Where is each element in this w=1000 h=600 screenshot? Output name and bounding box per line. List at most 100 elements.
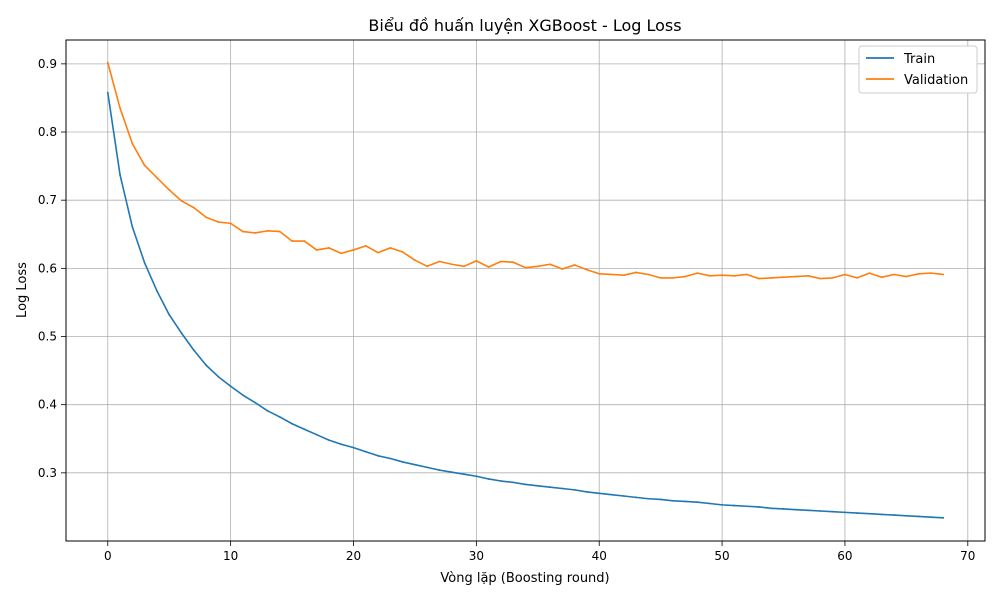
data-point-train — [794, 508, 797, 511]
data-point-train — [463, 473, 465, 476]
data-point-validation — [844, 273, 846, 276]
data-point-train — [561, 487, 564, 490]
data-point-validation — [524, 266, 527, 269]
data-point-train — [340, 443, 343, 446]
data-point-validation — [106, 61, 109, 64]
data-point-validation — [942, 273, 945, 276]
data-point-validation — [917, 272, 920, 275]
data-point-train — [635, 496, 637, 499]
data-point-train — [180, 332, 183, 334]
x-tick-label: 30 — [469, 549, 484, 563]
data-point-validation — [819, 277, 822, 280]
data-point-validation — [684, 275, 687, 278]
data-point-train — [610, 493, 613, 496]
data-point-train — [217, 375, 220, 378]
data-point-validation — [794, 275, 797, 278]
y-tick-label: 0.6 — [38, 261, 57, 275]
data-point-train — [106, 91, 109, 94]
data-point-train — [438, 469, 441, 472]
data-point-validation — [119, 107, 121, 110]
x-tick-label: 40 — [592, 549, 607, 563]
data-point-train — [758, 506, 760, 508]
x-tick-label: 20 — [346, 549, 361, 563]
x-tick-label: 10 — [223, 549, 238, 563]
data-point-validation — [303, 240, 306, 242]
data-point-train — [156, 289, 158, 292]
data-point-validation — [315, 249, 318, 251]
data-point-train — [278, 416, 281, 418]
data-point-train — [782, 508, 785, 510]
data-point-train — [143, 261, 146, 264]
data-point-validation — [217, 221, 220, 223]
y-tick-label: 0.5 — [38, 330, 57, 344]
data-point-train — [807, 509, 809, 512]
data-point-validation — [721, 274, 723, 277]
data-point-validation — [893, 273, 895, 276]
data-point-train — [414, 463, 416, 466]
data-point-validation — [389, 247, 392, 249]
data-point-validation — [242, 230, 244, 233]
data-point-train — [401, 461, 404, 463]
data-point-train — [512, 481, 515, 484]
x-tick-label: 0 — [104, 549, 112, 563]
data-point-train — [573, 488, 576, 491]
data-point-validation — [880, 276, 883, 279]
data-point-train — [844, 511, 846, 514]
data-point-validation — [672, 276, 674, 279]
data-point-train — [684, 500, 687, 503]
data-point-validation — [610, 273, 613, 276]
data-point-validation — [659, 276, 662, 279]
data-point-validation — [340, 252, 343, 255]
data-point-validation — [192, 206, 195, 209]
data-point-validation — [364, 244, 367, 247]
data-point-train — [868, 512, 871, 515]
data-point-validation — [229, 222, 232, 225]
data-point-validation — [905, 275, 908, 278]
data-point-train — [303, 428, 306, 431]
data-point-validation — [512, 261, 515, 264]
data-point-validation — [622, 274, 625, 277]
data-point-validation — [438, 260, 441, 263]
x-tick-label: 50 — [714, 549, 729, 563]
x-tick-label: 70 — [960, 549, 975, 563]
data-point-validation — [168, 189, 171, 191]
chart-title: Biểu đồ huấn luyện XGBoost - Log Loss — [368, 16, 681, 35]
data-point-validation — [377, 251, 379, 254]
legend-label-validation: Validation — [904, 73, 968, 88]
data-point-validation — [573, 264, 576, 266]
data-point-validation — [930, 272, 932, 275]
y-tick-label: 0.7 — [38, 193, 57, 207]
data-point-validation — [561, 268, 564, 270]
data-point-train — [389, 457, 392, 460]
data-point-validation — [205, 216, 207, 219]
data-point-validation — [549, 263, 551, 266]
data-point-validation — [266, 229, 269, 232]
data-point-train — [536, 484, 539, 487]
data-point-validation — [328, 247, 330, 249]
data-point-train — [315, 433, 318, 436]
data-point-train — [254, 401, 257, 404]
data-point-validation — [500, 260, 502, 263]
data-point-train — [192, 349, 195, 352]
data-point-validation — [131, 142, 134, 145]
data-point-train — [475, 475, 478, 478]
data-point-validation — [770, 276, 773, 279]
data-point-validation — [647, 273, 650, 276]
data-point-train — [487, 478, 490, 480]
data-point-train — [770, 507, 773, 510]
data-point-validation — [807, 274, 809, 277]
x-tick-label: 60 — [837, 549, 852, 563]
data-point-train — [119, 174, 121, 176]
data-point-train — [745, 505, 748, 508]
plot-frame — [65, 39, 986, 542]
data-point-train — [450, 471, 453, 474]
data-point-train — [819, 510, 822, 512]
data-point-train — [377, 454, 379, 457]
data-point-validation — [450, 263, 453, 266]
axes: 0 10 20 30 40 50 60 70 0.3 0.4 0.5 0.6 0.7 0.8 0.9 — [38, 57, 976, 563]
x-axis-label: Vòng lặp (Boosting round) — [440, 571, 609, 586]
data-point-train — [856, 512, 859, 514]
data-point-train — [229, 385, 232, 388]
data-point-validation — [696, 272, 699, 275]
